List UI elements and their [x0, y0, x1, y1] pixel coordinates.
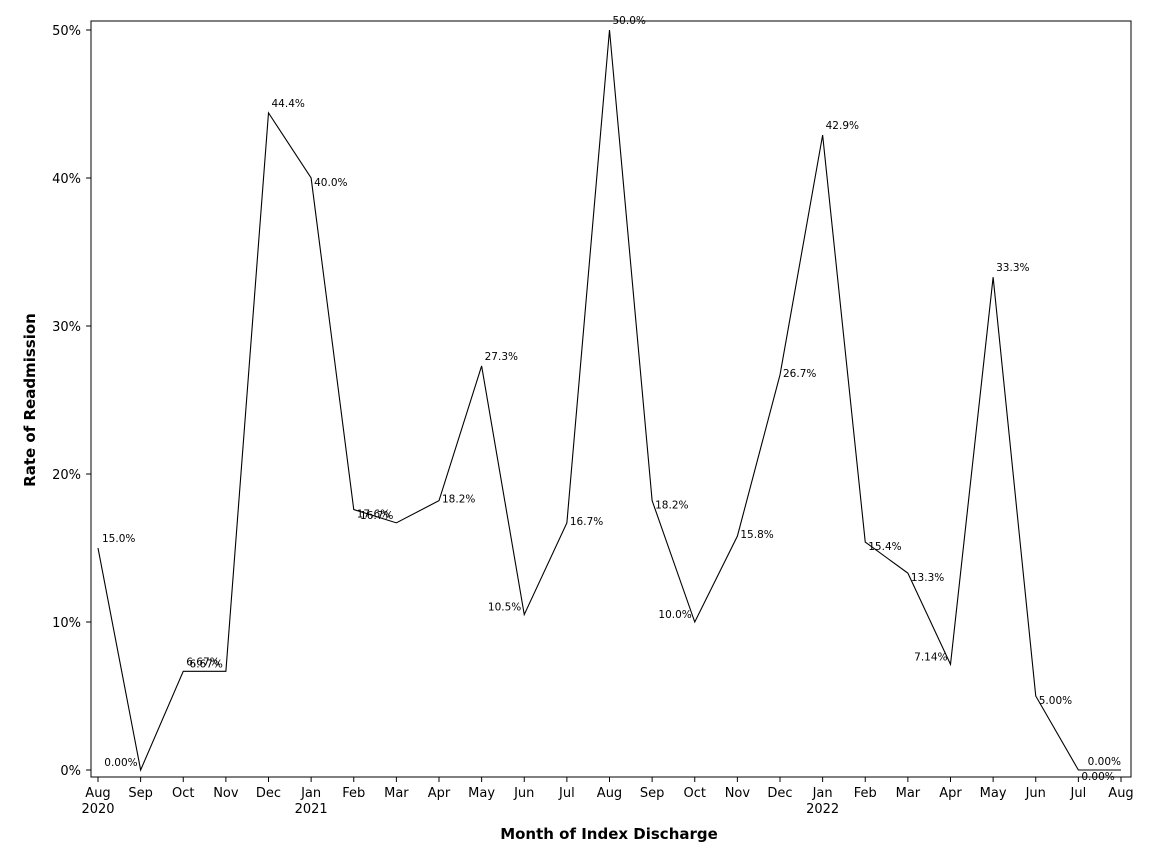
- x-tick-label: Feb: [342, 786, 365, 801]
- x-tick-label: Jun: [1025, 786, 1046, 801]
- data-label: 0.00%: [104, 757, 137, 769]
- data-label: 18.2%: [655, 500, 688, 512]
- data-label: 26.7%: [783, 368, 816, 380]
- data-labels: 15.0%0.00%6.67%6.67%44.4%40.0%17.6%16.7%…: [102, 15, 1121, 783]
- plot-frame: [90, 20, 1132, 778]
- x-tick-label: Apr: [428, 786, 451, 801]
- x-tick-label: Mar: [384, 786, 409, 801]
- data-label: 6.67%: [186, 656, 219, 668]
- x-tick-label: Jul: [558, 786, 575, 801]
- x-tick-label: Jul: [1070, 786, 1087, 801]
- x-tick-label: Apr: [939, 786, 962, 801]
- x-tick-label: Nov: [213, 786, 239, 801]
- x-tick-label: Jan: [300, 786, 321, 801]
- y-axis-title: Rate of Readmission: [21, 313, 39, 487]
- x-year-label: 2020: [81, 802, 114, 817]
- data-label: 7.14%: [914, 651, 947, 663]
- x-tick-label: Aug: [1108, 786, 1133, 801]
- x-axis: Aug Sep Oct Nov Dec Jan Feb Mar Apr May Jun Jul Aug S…: [81, 777, 1134, 817]
- x-tick-label: Dec: [256, 786, 281, 801]
- x-tick-label: May: [468, 786, 495, 801]
- data-label: 50.0%: [613, 15, 646, 27]
- x-tick-label: Oct: [172, 786, 194, 801]
- y-tick-label: 10%: [52, 616, 81, 631]
- x-axis-title: Month of Index Discharge: [500, 825, 718, 843]
- y-axis: 0% 10% 20% 30% 40% 50%: [52, 24, 91, 779]
- x-tick-label: Nov: [725, 786, 751, 801]
- x-tick-label: Sep: [128, 786, 153, 801]
- data-label: 18.2%: [442, 494, 475, 506]
- data-label: 10.5%: [488, 602, 521, 614]
- series-line: [97, 29, 1121, 772]
- data-label: 44.4%: [272, 98, 305, 110]
- data-label: 6.67%: [190, 658, 223, 670]
- data-label: 16.7%: [360, 510, 393, 522]
- x-tick-label: Aug: [85, 786, 110, 801]
- y-tick-label: 30%: [52, 320, 81, 335]
- data-label: 15.4%: [868, 541, 901, 553]
- data-label: 16.7%: [570, 516, 603, 528]
- data-label: 15.8%: [740, 529, 773, 541]
- data-label: 5.00%: [1039, 695, 1072, 707]
- data-label: 33.3%: [996, 262, 1029, 274]
- data-label: 0.00%: [1088, 756, 1121, 768]
- y-tick-label: 50%: [52, 24, 81, 39]
- data-label: 42.9%: [826, 120, 859, 132]
- data-label: 15.0%: [102, 533, 135, 545]
- x-year-label: 2022: [806, 802, 839, 817]
- y-tick-label: 20%: [52, 468, 81, 483]
- x-tick-label: Feb: [854, 786, 877, 801]
- x-tick-label: Jun: [513, 786, 534, 801]
- data-label: 27.3%: [485, 351, 518, 363]
- x-tick-label: Oct: [684, 786, 706, 801]
- x-tick-label: May: [980, 786, 1007, 801]
- x-year-label: 2021: [295, 802, 328, 817]
- x-tick-label: Jan: [812, 786, 833, 801]
- data-label: 0.00%: [1081, 771, 1114, 783]
- y-tick-label: 40%: [52, 172, 81, 187]
- y-tick-label: 0%: [60, 764, 81, 779]
- x-tick-label: Sep: [640, 786, 665, 801]
- x-tick-label: Mar: [896, 786, 921, 801]
- x-tick-label: Dec: [767, 786, 792, 801]
- data-label: 10.0%: [658, 609, 691, 621]
- data-label: 40.0%: [314, 177, 347, 189]
- data-label: 13.3%: [911, 572, 944, 584]
- x-tick-label: Aug: [597, 786, 622, 801]
- data-label: 17.6%: [357, 509, 390, 521]
